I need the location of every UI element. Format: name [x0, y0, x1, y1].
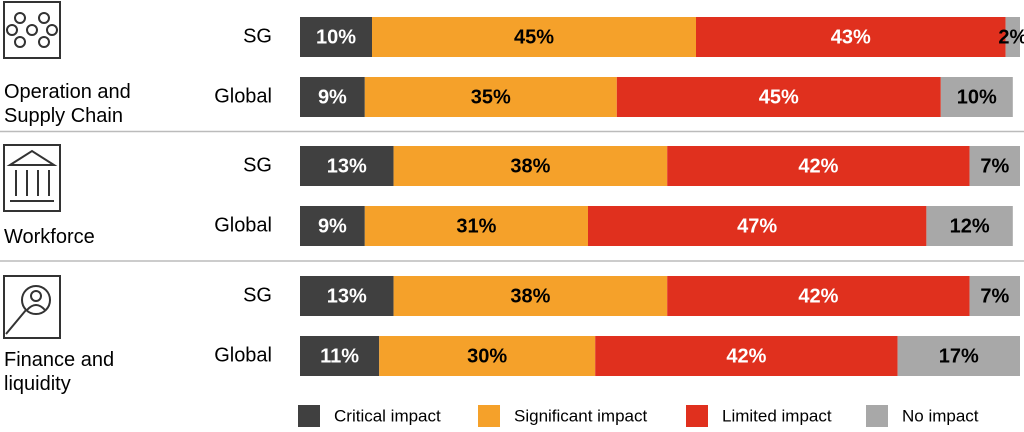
legend-label: Limited impact: [722, 406, 832, 425]
value-label: 31%: [456, 215, 496, 237]
value-label: 9%: [318, 215, 347, 237]
legend-swatch: [686, 405, 708, 427]
bar-segment: [667, 146, 970, 186]
category-label: SG: [243, 25, 272, 47]
value-label: 9%: [318, 86, 347, 108]
value-label: 13%: [327, 155, 367, 177]
value-label: 17%: [939, 345, 979, 367]
value-label: 38%: [510, 155, 550, 177]
value-label: 7%: [980, 285, 1009, 307]
workforce-icon: [3, 144, 61, 212]
value-label: 45%: [514, 26, 554, 48]
legend-label: Critical impact: [334, 406, 441, 425]
bar-segment: [300, 77, 365, 117]
value-label: 10%: [957, 86, 997, 108]
value-label: 30%: [467, 345, 507, 367]
bar-segment: [379, 336, 596, 376]
value-label: 35%: [471, 86, 511, 108]
bar-segment: [595, 336, 898, 376]
value-label: 42%: [726, 345, 766, 367]
bar-segment: [1005, 17, 1020, 57]
bar-segment: [588, 206, 927, 246]
value-label: 42%: [798, 285, 838, 307]
value-label: 43%: [831, 26, 871, 48]
value-label: 10%: [316, 26, 356, 48]
group-label: Operation and Supply Chain: [4, 81, 131, 127]
value-label: 45%: [759, 86, 799, 108]
bar-segment: [940, 77, 1013, 117]
bar-segment: [897, 336, 1020, 376]
bar-segment: [300, 146, 394, 186]
value-label: 12%: [950, 215, 990, 237]
bar-segment: [393, 146, 668, 186]
group-label: Workforce: [4, 226, 95, 248]
bar-segment: [696, 17, 1006, 57]
supply-chain-icon: [3, 1, 61, 59]
legend-swatch: [478, 405, 500, 427]
bar-segment: [364, 206, 588, 246]
value-label: 2%: [998, 26, 1024, 48]
bar-segment: [969, 146, 1020, 186]
legend-swatch: [298, 405, 320, 427]
bar-segment: [372, 17, 696, 57]
category-label: Global: [214, 85, 272, 107]
bar-segment: [969, 276, 1020, 316]
bar-segment: [926, 206, 1013, 246]
bar-segment: [300, 17, 372, 57]
legend-label: Significant impact: [514, 406, 648, 425]
bar-segment: [300, 276, 394, 316]
value-label: 7%: [980, 155, 1009, 177]
legend-swatch: [866, 405, 888, 427]
finance-icon: [3, 275, 61, 339]
value-label: 13%: [327, 285, 367, 307]
value-label: 47%: [737, 215, 777, 237]
category-label: SG: [243, 284, 272, 306]
group-label: Finance and liquidity: [4, 349, 115, 395]
bar-segment: [667, 276, 970, 316]
bar-segment: [364, 77, 617, 117]
value-label: 42%: [798, 155, 838, 177]
legend-label: No impact: [902, 406, 979, 425]
value-label: 11%: [320, 345, 359, 367]
category-label: Global: [214, 344, 272, 366]
bar-segment: [393, 276, 668, 316]
category-label: SG: [243, 154, 272, 176]
bar-segment: [300, 336, 380, 376]
bar-segment: [300, 206, 365, 246]
category-label: Global: [214, 214, 272, 236]
bar-segment: [616, 77, 941, 117]
value-label: 38%: [510, 285, 550, 307]
